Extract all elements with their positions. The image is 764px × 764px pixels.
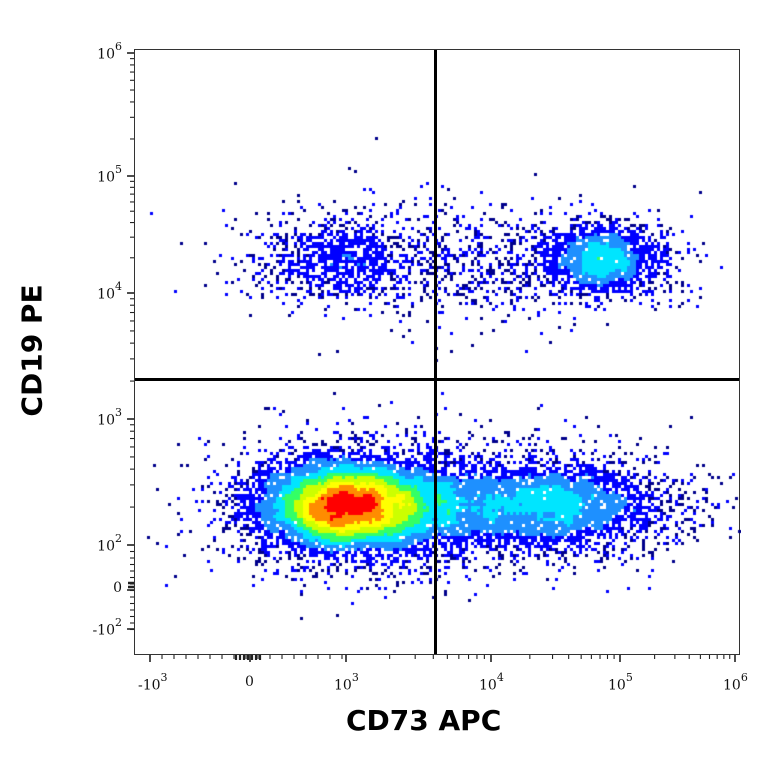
quadrant-gate-horizontal[interactable] [135, 377, 739, 381]
x-axis-title: CD73 APC [346, 704, 502, 737]
y-tick-label: -102 [92, 616, 122, 639]
x-tick-label: 0 [245, 674, 254, 690]
x-tick-label: 106 [723, 671, 748, 694]
y-tick-label: 104 [97, 280, 122, 303]
x-tick-label: 104 [479, 671, 504, 694]
x-tick-label: -103 [138, 671, 168, 694]
quadrant-gate-vertical[interactable] [433, 50, 437, 654]
plot-area [134, 49, 741, 656]
x-tick-label: 105 [608, 671, 633, 694]
y-tick-label: 102 [97, 532, 122, 555]
y-tick-label: 0 [113, 580, 122, 596]
y-tick-label: 106 [97, 40, 122, 63]
y-tick-label: 105 [97, 163, 122, 186]
y-axis-title: CD19 PE [15, 284, 49, 417]
density-dot-plot [135, 50, 741, 656]
y-tick-label: 103 [97, 406, 122, 429]
x-tick-label: 103 [334, 671, 359, 694]
